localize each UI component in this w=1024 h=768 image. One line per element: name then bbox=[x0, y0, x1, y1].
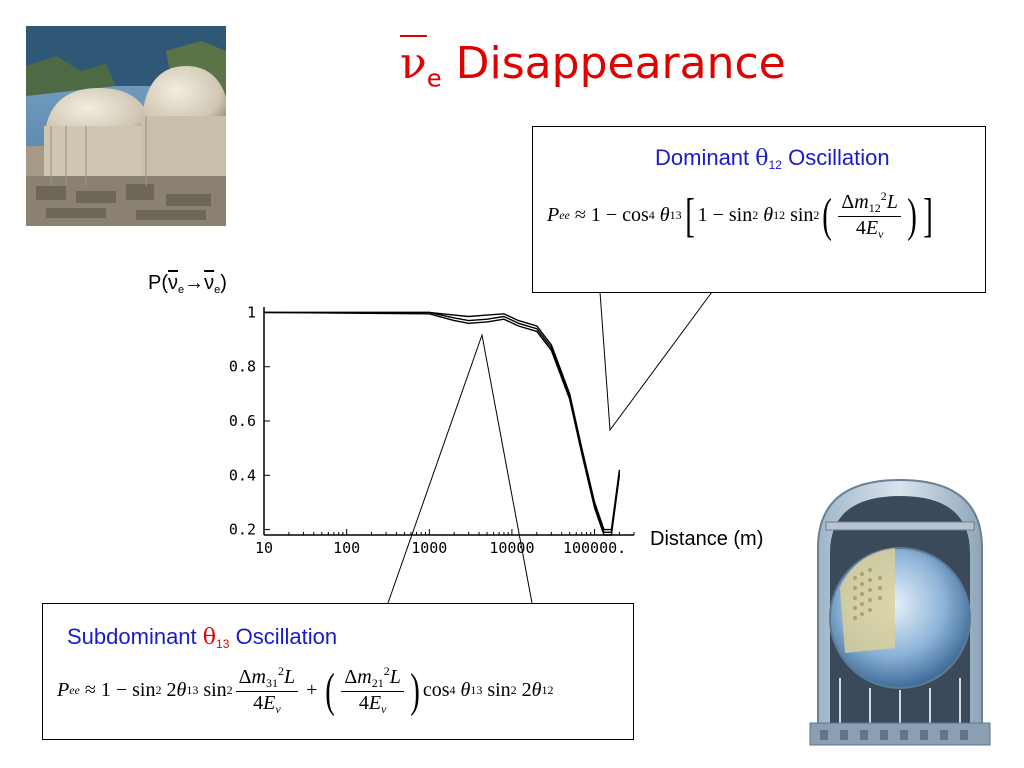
probability-chart: 0.2 0.4 0.6 0.8 1 10 100 1000 10000 100000. bbox=[229, 303, 635, 557]
x-tick-label: 1000 bbox=[411, 539, 447, 557]
probability-curve-2 bbox=[264, 311, 621, 534]
slide-title: νe Disappearance bbox=[400, 35, 786, 93]
x-tick-label: 100000. bbox=[563, 539, 626, 557]
subdominant-heading: Subdominant θ13 Oscillation bbox=[67, 624, 338, 652]
y-tick-label: 0.4 bbox=[229, 466, 256, 484]
y-axis-label: P(νe→νe) bbox=[148, 272, 227, 296]
y-tick-label: 0.2 bbox=[229, 521, 256, 539]
title-text: Disappearance bbox=[455, 38, 786, 89]
x-axis-label: Distance (m) bbox=[650, 528, 764, 550]
probability-curve-1 bbox=[264, 311, 621, 531]
antineutrino-symbol: ν bbox=[400, 35, 427, 89]
x-tick-label: 10000 bbox=[489, 539, 534, 557]
nuclear-reactor-image bbox=[26, 26, 226, 226]
y-tick-label: 1 bbox=[247, 303, 256, 321]
title-subscript: e bbox=[426, 64, 442, 93]
dominant-heading: Dominant θ12 Oscillation bbox=[655, 145, 890, 173]
probability-curve-3 bbox=[263, 311, 621, 536]
y-tick-label: 0.6 bbox=[229, 412, 256, 430]
detector-cutaway-image bbox=[809, 478, 991, 746]
x-tick-label: 100 bbox=[333, 539, 360, 557]
x-tick-label: 10 bbox=[255, 539, 273, 557]
y-tick-label: 0.8 bbox=[229, 358, 256, 376]
